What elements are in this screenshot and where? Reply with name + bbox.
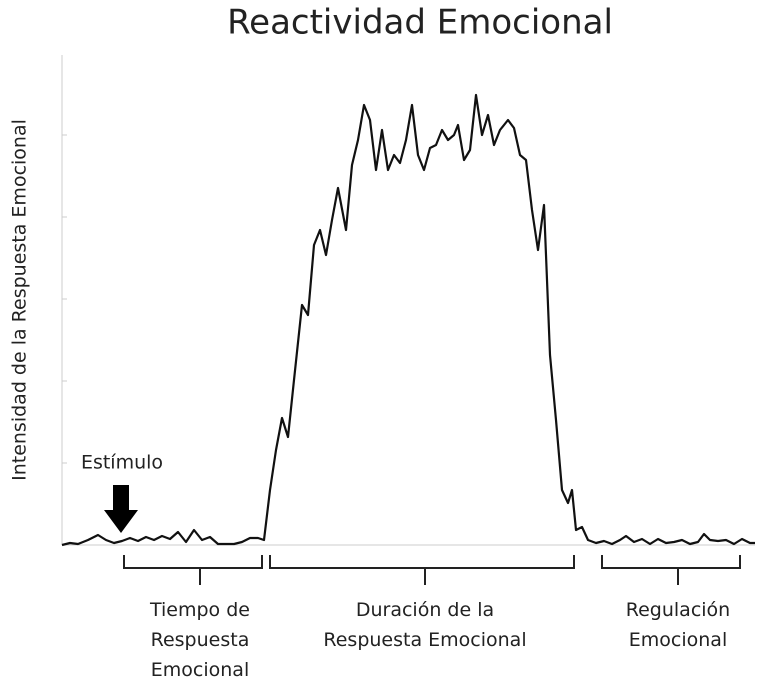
phase-label: Duración de la Respuesta Emocional [323,599,527,651]
stimulus-arrow [104,485,138,533]
response-line [61,93,755,547]
brackets [123,555,741,585]
chart-title: Reactividad Emocional [227,3,613,43]
stimulus-label: Estímulo [81,452,163,474]
axes [61,55,755,546]
phase-label: Regulación Emocional [625,599,731,651]
y-axis-label: Intensidad de la Respuesta Emocional [9,119,31,481]
phase-label: Tiempo de Respuesta Emocional [150,599,250,681]
